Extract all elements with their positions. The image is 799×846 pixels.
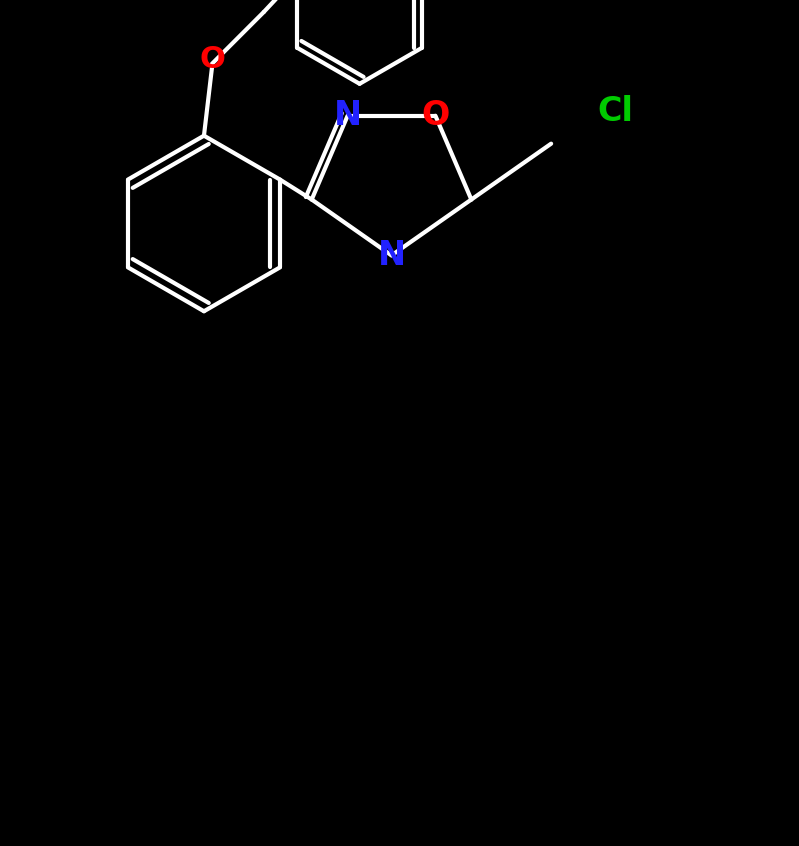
- Text: N: N: [377, 239, 406, 272]
- Text: O: O: [421, 99, 450, 132]
- Text: N: N: [333, 99, 362, 132]
- Text: O: O: [199, 46, 225, 74]
- Text: Cl: Cl: [597, 96, 633, 129]
